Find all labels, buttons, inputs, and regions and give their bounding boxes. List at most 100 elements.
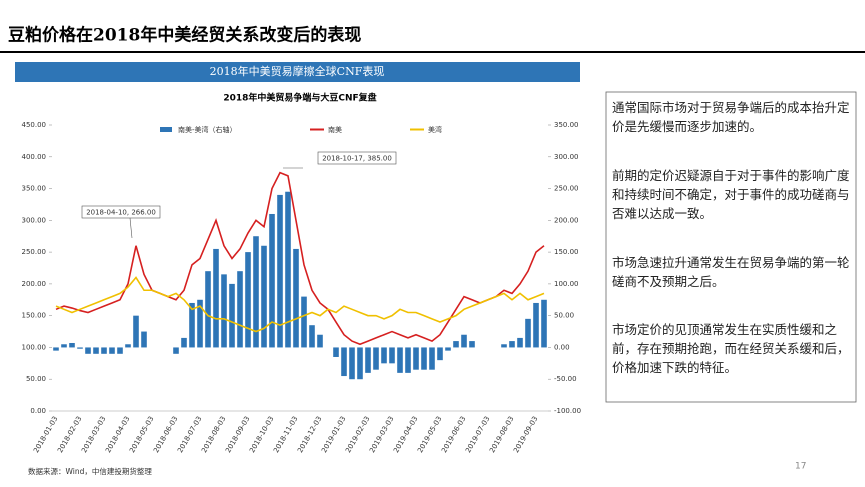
legend-label: 美湾	[428, 125, 442, 134]
bar	[237, 271, 243, 348]
y-tick-label: 350.00	[22, 185, 47, 193]
x-tick-label: 2018-09-03	[224, 415, 251, 454]
bar	[53, 347, 59, 351]
bar	[429, 347, 435, 370]
bar	[253, 236, 259, 348]
bar	[365, 347, 371, 373]
bar	[221, 274, 227, 348]
banner-text: 2018年中美贸易摩擦全球CNF表现	[210, 64, 385, 78]
x-tick-label: 2018-10-03	[248, 415, 275, 454]
bar	[381, 347, 387, 364]
x-tick-label: 2019-08-03	[488, 415, 515, 454]
y-tick-label: 450.00	[22, 121, 47, 129]
annotation-box	[81, 205, 161, 219]
bar	[205, 271, 211, 348]
x-tick-label: 2018-04-03	[104, 415, 131, 454]
x-tick-label: 2019-03-03	[368, 415, 395, 454]
chart-title: 2018年中美贸易争端与大豆CNF复盘	[223, 92, 376, 104]
bar	[437, 347, 443, 361]
x-tick-label: 2019-02-03	[344, 415, 371, 454]
x-tick-label: 2018-08-03	[200, 415, 227, 454]
bar	[125, 344, 131, 348]
note: 市场定价的见顶通常发生在实质性缓和之前，存在预期抢跑，而在经贸关系缓和后，价格加…	[612, 322, 850, 375]
x-tick-label: 2018-02-03	[56, 415, 83, 454]
y2-tick-label: 300.00	[554, 153, 579, 161]
annotation: 2018-10-17, 385.00	[322, 155, 392, 163]
y-tick-label: 200.00	[22, 280, 47, 288]
y2-tick-label: -100.00	[554, 407, 581, 415]
x-tick-label: 2018-05-03	[128, 415, 155, 454]
y2-tick-label: 200.00	[554, 216, 579, 224]
bar	[389, 347, 395, 364]
x-tick-label: 2018-12-03	[296, 415, 323, 454]
bar	[533, 302, 539, 348]
y2-tick-label: 350.00	[554, 121, 579, 129]
y2-tick-label: 0.00	[554, 343, 570, 351]
bar	[309, 325, 315, 348]
slide-title: 豆粕价格在2018年中美经贸关系改变后的表现	[8, 25, 361, 46]
x-tick-label: 2018-07-03	[176, 415, 203, 454]
bar	[517, 337, 523, 348]
x-tick-label: 2018-06-03	[152, 415, 179, 454]
bar	[525, 318, 531, 348]
y2-tick-label: 150.00	[554, 248, 579, 256]
bar	[285, 191, 291, 348]
bar	[501, 344, 507, 348]
bar	[133, 315, 139, 348]
bar	[69, 342, 75, 348]
leader	[129, 217, 133, 239]
bar	[109, 347, 115, 354]
line	[55, 276, 545, 333]
bar	[413, 347, 419, 370]
y-tick-label: 250.00	[22, 248, 47, 256]
x-tick-label: 2018-01-03	[32, 415, 59, 454]
bar	[181, 337, 187, 348]
bar	[469, 341, 475, 348]
bar	[421, 347, 427, 370]
y-tick-label: 50.00	[26, 375, 46, 383]
x-tick-label: 2019-04-03	[392, 415, 419, 454]
y-tick-label: 400.00	[22, 153, 47, 161]
x-tick-label: 2018-03-03	[80, 415, 107, 454]
bar	[405, 347, 411, 373]
bar	[317, 334, 323, 348]
annotation-box	[317, 151, 397, 165]
bar	[349, 347, 355, 380]
bar	[397, 347, 403, 373]
bar	[229, 283, 235, 348]
legend-label: 南美-美湾（右轴）	[178, 125, 237, 134]
x-tick-label: 2019-05-03	[416, 415, 443, 454]
bar	[77, 347, 83, 349]
bar	[277, 194, 283, 348]
y-tick-label: 150.00	[22, 312, 47, 320]
bar	[509, 341, 515, 348]
bar	[101, 347, 107, 354]
bar	[261, 245, 267, 348]
bar	[173, 347, 179, 354]
bar	[445, 347, 451, 351]
bar	[333, 347, 339, 357]
source: 数据来源：Wind，中信建投期货整理	[28, 466, 152, 476]
y2-tick-label: 50.00	[554, 312, 574, 320]
bar	[461, 334, 467, 348]
line	[55, 171, 545, 346]
x-tick-label: 2019-06-03	[440, 415, 467, 454]
note: 通常国际市场对于贸易争端后的成本抬升定价是先缓慢而逐步加速的。	[612, 100, 850, 134]
bar	[453, 341, 459, 348]
y-tick-label: 300.00	[22, 216, 47, 224]
x-tick-label: 2018-11-03	[272, 415, 299, 454]
bar	[541, 299, 547, 348]
bar	[269, 213, 275, 348]
bar	[301, 296, 307, 348]
note: 前期的定价迟疑源自于对于事件的影响广度和持续时间不确定，对于事件的成功磋商与否难…	[612, 168, 850, 221]
annotation: 2018-04-10, 266.00	[86, 209, 156, 217]
bar	[341, 347, 347, 377]
legend-swatch	[160, 127, 172, 132]
x-tick-label: 2019-01-03	[320, 415, 347, 454]
bar	[373, 347, 379, 370]
y2-tick-label: -50.00	[554, 375, 577, 383]
bar	[197, 299, 203, 348]
y2-tick-label: 250.00	[554, 185, 579, 193]
